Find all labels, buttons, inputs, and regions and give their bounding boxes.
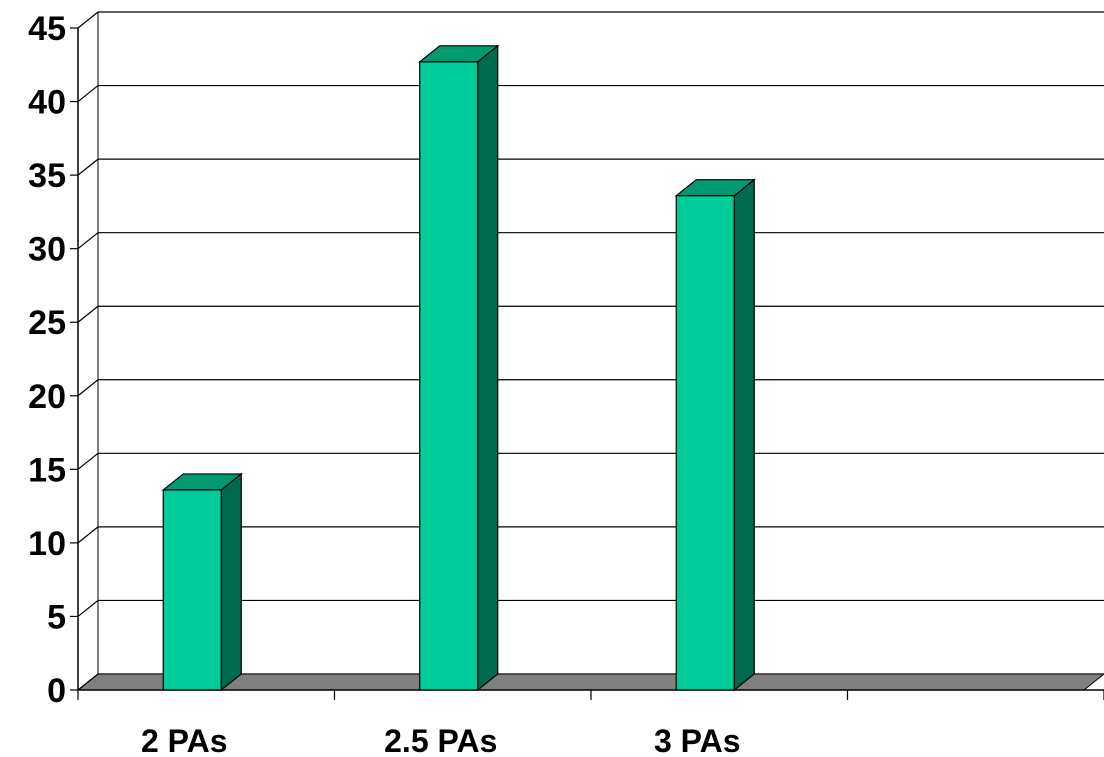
- bar-front-face: [162, 489, 222, 691]
- y-tick-labels: 0 5 10 15 20 25 30 35 40 45: [28, 10, 66, 710]
- depth-tick: [77, 379, 99, 397]
- y-tick-label: 40: [28, 84, 66, 122]
- y-tick-label: 45: [28, 10, 66, 48]
- y-tick-label: 5: [47, 598, 66, 636]
- bar-side-face: [220, 472, 242, 692]
- bar: [161, 472, 243, 692]
- bars: [161, 44, 756, 692]
- depth-tick: [77, 305, 99, 323]
- depth-tick: [77, 599, 99, 617]
- depth-tick: [77, 452, 99, 470]
- y-tick-label: 0: [47, 672, 66, 710]
- y-tick-label: 15: [28, 451, 66, 489]
- bar-side-face: [477, 44, 499, 692]
- x-category-label: 2.5 PAs: [384, 723, 497, 757]
- y-tick-label: 25: [28, 304, 66, 342]
- y-tick-label: 20: [28, 378, 66, 416]
- depth-tick: [77, 526, 99, 544]
- x-category-label: 3 PAs: [654, 723, 741, 757]
- depth-tick: [77, 11, 99, 29]
- bar: [418, 44, 500, 692]
- bar-front-face: [675, 195, 735, 691]
- x-category-label: 2 PAs: [141, 723, 228, 757]
- bar: [674, 178, 756, 692]
- depth-tick: [77, 232, 99, 250]
- axes: [70, 11, 1104, 700]
- gridlines: [97, 11, 1104, 675]
- y-tick-label: 10: [28, 525, 66, 563]
- depth-tick: [77, 673, 99, 691]
- bar-side-face: [733, 178, 755, 692]
- depth-tick: [77, 85, 99, 103]
- y-tick-label: 35: [28, 157, 66, 195]
- x-category-labels: 2 PAs 2.5 PAs 3 PAs: [141, 723, 741, 757]
- y-tick-label: 30: [28, 231, 66, 269]
- depth-tick: [77, 158, 99, 176]
- bar-front-face: [419, 61, 479, 691]
